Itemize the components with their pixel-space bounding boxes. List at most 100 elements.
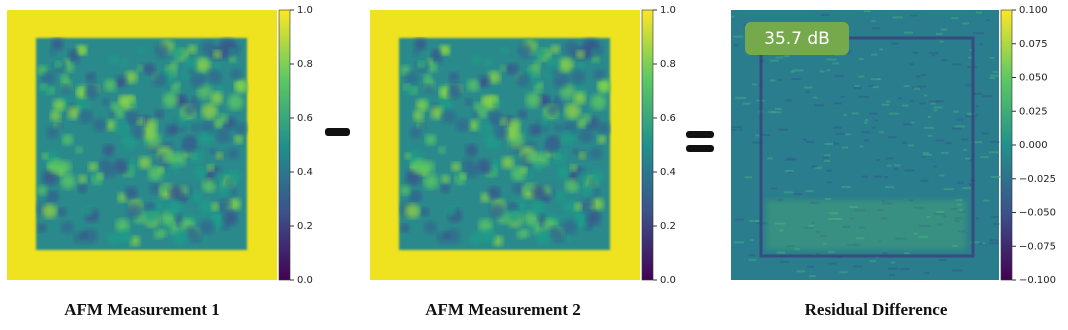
- heatmap-texture: [973, 32, 985, 35]
- colorbar-tick-label: 0.000: [1019, 140, 1048, 151]
- heatmap-texture: [154, 109, 165, 119]
- heatmap-texture: [227, 147, 239, 160]
- heatmap-texture: [424, 221, 437, 234]
- residual-highlight: [766, 200, 966, 250]
- heatmap-texture: [494, 125, 509, 140]
- heatmap-texture: [170, 60, 179, 69]
- heatmap-texture: [215, 128, 231, 143]
- heatmap-texture: [819, 70, 825, 73]
- heatmap-texture: [901, 104, 909, 107]
- heatmap-texture: [213, 49, 222, 59]
- heatmap-texture: [939, 174, 945, 177]
- heatmap-texture: [941, 151, 949, 154]
- heatmap-texture: [815, 166, 823, 169]
- heatmap-texture: [903, 85, 910, 88]
- heatmap-texture: [968, 56, 974, 59]
- heatmap-texture: [570, 164, 578, 172]
- heatmap-texture: [988, 151, 1000, 154]
- heatmap-texture: [477, 120, 492, 135]
- heatmap-texture: [42, 203, 57, 219]
- heatmap-texture: [824, 143, 833, 146]
- heatmap-texture: [411, 158, 427, 174]
- heatmap-texture: [441, 174, 450, 184]
- heatmap-texture: [910, 121, 915, 124]
- heatmap-texture: [922, 152, 929, 155]
- heatmap-texture: [207, 164, 215, 172]
- heatmap-texture: [908, 144, 914, 147]
- heatmap-texture: [425, 134, 437, 146]
- heatmap-texture: [590, 94, 607, 111]
- heatmap-texture: [597, 122, 611, 135]
- colorbar: [641, 9, 654, 281]
- heatmap-texture: [227, 170, 241, 184]
- heatmap-texture: [570, 69, 586, 84]
- heatmap-texture: [506, 208, 523, 224]
- heatmap-texture: [420, 207, 430, 217]
- heatmap-texture: [465, 98, 472, 106]
- heatmap-texture: [234, 134, 244, 144]
- heatmap-texture: [412, 49, 420, 57]
- panel-caption: AFM Measurement 1: [64, 300, 219, 319]
- heatmap-texture: [927, 134, 933, 137]
- heatmap-texture: [171, 162, 182, 173]
- panel-caption: AFM Measurement 2: [425, 300, 580, 319]
- heatmap-texture: [980, 156, 989, 159]
- heatmap-texture: [954, 125, 965, 128]
- heatmap-texture: [969, 241, 980, 244]
- heatmap-texture: [565, 178, 580, 193]
- heatmap-texture: [529, 200, 546, 216]
- heatmap-texture: [892, 16, 903, 19]
- heatmap-texture: [868, 84, 875, 87]
- heatmap-texture: [108, 55, 119, 65]
- heatmap-texture: [767, 157, 773, 160]
- heatmap-texture: [526, 171, 533, 179]
- heatmap-texture: [923, 153, 933, 156]
- heatmap-texture: [562, 219, 578, 235]
- heatmap-texture: [400, 223, 410, 233]
- heatmap-texture: [731, 128, 737, 131]
- heatmap-texture: [919, 102, 926, 105]
- heatmap-texture: [52, 99, 66, 112]
- heatmap-texture: [872, 86, 879, 89]
- heatmap-texture: [149, 182, 162, 195]
- heatmap-texture: [961, 138, 969, 141]
- heatmap-texture: [455, 118, 470, 132]
- heatmap-texture: [759, 134, 770, 137]
- heatmap-texture: [118, 229, 133, 244]
- heatmap-texture: [213, 171, 227, 185]
- equals-sign-top: [686, 131, 714, 138]
- heatmap-texture: [938, 259, 947, 262]
- heatmap-texture: [854, 84, 860, 87]
- badge-box: [745, 22, 849, 55]
- heatmap-texture: [775, 56, 784, 59]
- heatmap-texture: [858, 75, 865, 78]
- heatmap-texture: [512, 182, 525, 195]
- heatmap-texture: [188, 149, 204, 164]
- heatmap-texture: [484, 133, 501, 150]
- colorbar-tick-label: −0.100: [1019, 275, 1056, 286]
- heatmap-texture: [234, 78, 247, 92]
- heatmap-texture: [874, 119, 879, 122]
- heatmap-texture: [966, 112, 974, 115]
- heatmap-texture: [441, 46, 450, 55]
- heatmap-texture: [769, 79, 776, 82]
- heatmap-texture: [920, 179, 929, 182]
- heatmap-texture: [423, 74, 432, 83]
- heatmap-texture: [78, 109, 93, 124]
- heatmap-texture: [525, 92, 542, 108]
- heatmap-texture: [102, 98, 109, 106]
- heatmap-texture: [576, 171, 590, 185]
- heatmap-texture: [143, 208, 160, 224]
- heatmap-texture: [973, 92, 983, 95]
- heatmap-texture: [975, 11, 983, 14]
- heatmap-texture: [902, 123, 913, 126]
- heatmap-texture: [787, 171, 792, 174]
- colorbar-tick-label: 0.2: [297, 221, 313, 232]
- heatmap-texture: [580, 203, 590, 214]
- heatmap-texture: [540, 95, 551, 106]
- heatmap-texture: [471, 55, 482, 65]
- heatmap-texture: [209, 148, 216, 155]
- heatmap-texture: [888, 112, 899, 115]
- heatmap-texture: [597, 134, 607, 144]
- heatmap-texture: [535, 230, 551, 245]
